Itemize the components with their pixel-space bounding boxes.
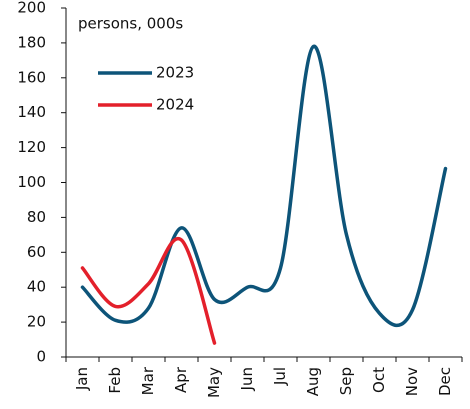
y-tick-label: 180: [17, 33, 46, 51]
y-tick-label: 160: [17, 68, 46, 86]
x-tick-label: Mar: [139, 366, 157, 395]
legend-label: 2024: [156, 96, 194, 114]
y-tick-label: 80: [27, 208, 46, 226]
y-tick-label: 200: [17, 0, 46, 17]
x-tick-label: Jul: [271, 367, 289, 386]
x-tick-label: Nov: [403, 367, 421, 396]
y-tick-label: 60: [27, 243, 46, 261]
y-tick-label: 20: [27, 313, 46, 331]
y-tick-label: 40: [27, 278, 46, 296]
x-tick-label: Feb: [106, 367, 124, 394]
y-tick-label: 120: [17, 138, 46, 156]
legend-label: 2023: [156, 64, 194, 82]
y-tick-label: 0: [36, 348, 46, 366]
x-tick-label: Apr: [172, 366, 190, 393]
series-line: [80, 236, 217, 345]
y-tick-label: 140: [17, 103, 46, 121]
x-tick-label: Aug: [304, 367, 322, 396]
x-tick-label: May: [205, 367, 223, 398]
y-tick-label: 100: [17, 173, 46, 191]
x-tick-label: Dec: [436, 367, 454, 396]
x-tick-label: Sep: [337, 367, 355, 395]
x-tick-label: Jan: [73, 367, 91, 391]
x-tick-label: Jun: [238, 367, 256, 391]
chart-subtitle: persons, 000s: [78, 15, 183, 33]
series-line: [80, 44, 448, 328]
x-tick-label: Oct: [370, 367, 388, 393]
